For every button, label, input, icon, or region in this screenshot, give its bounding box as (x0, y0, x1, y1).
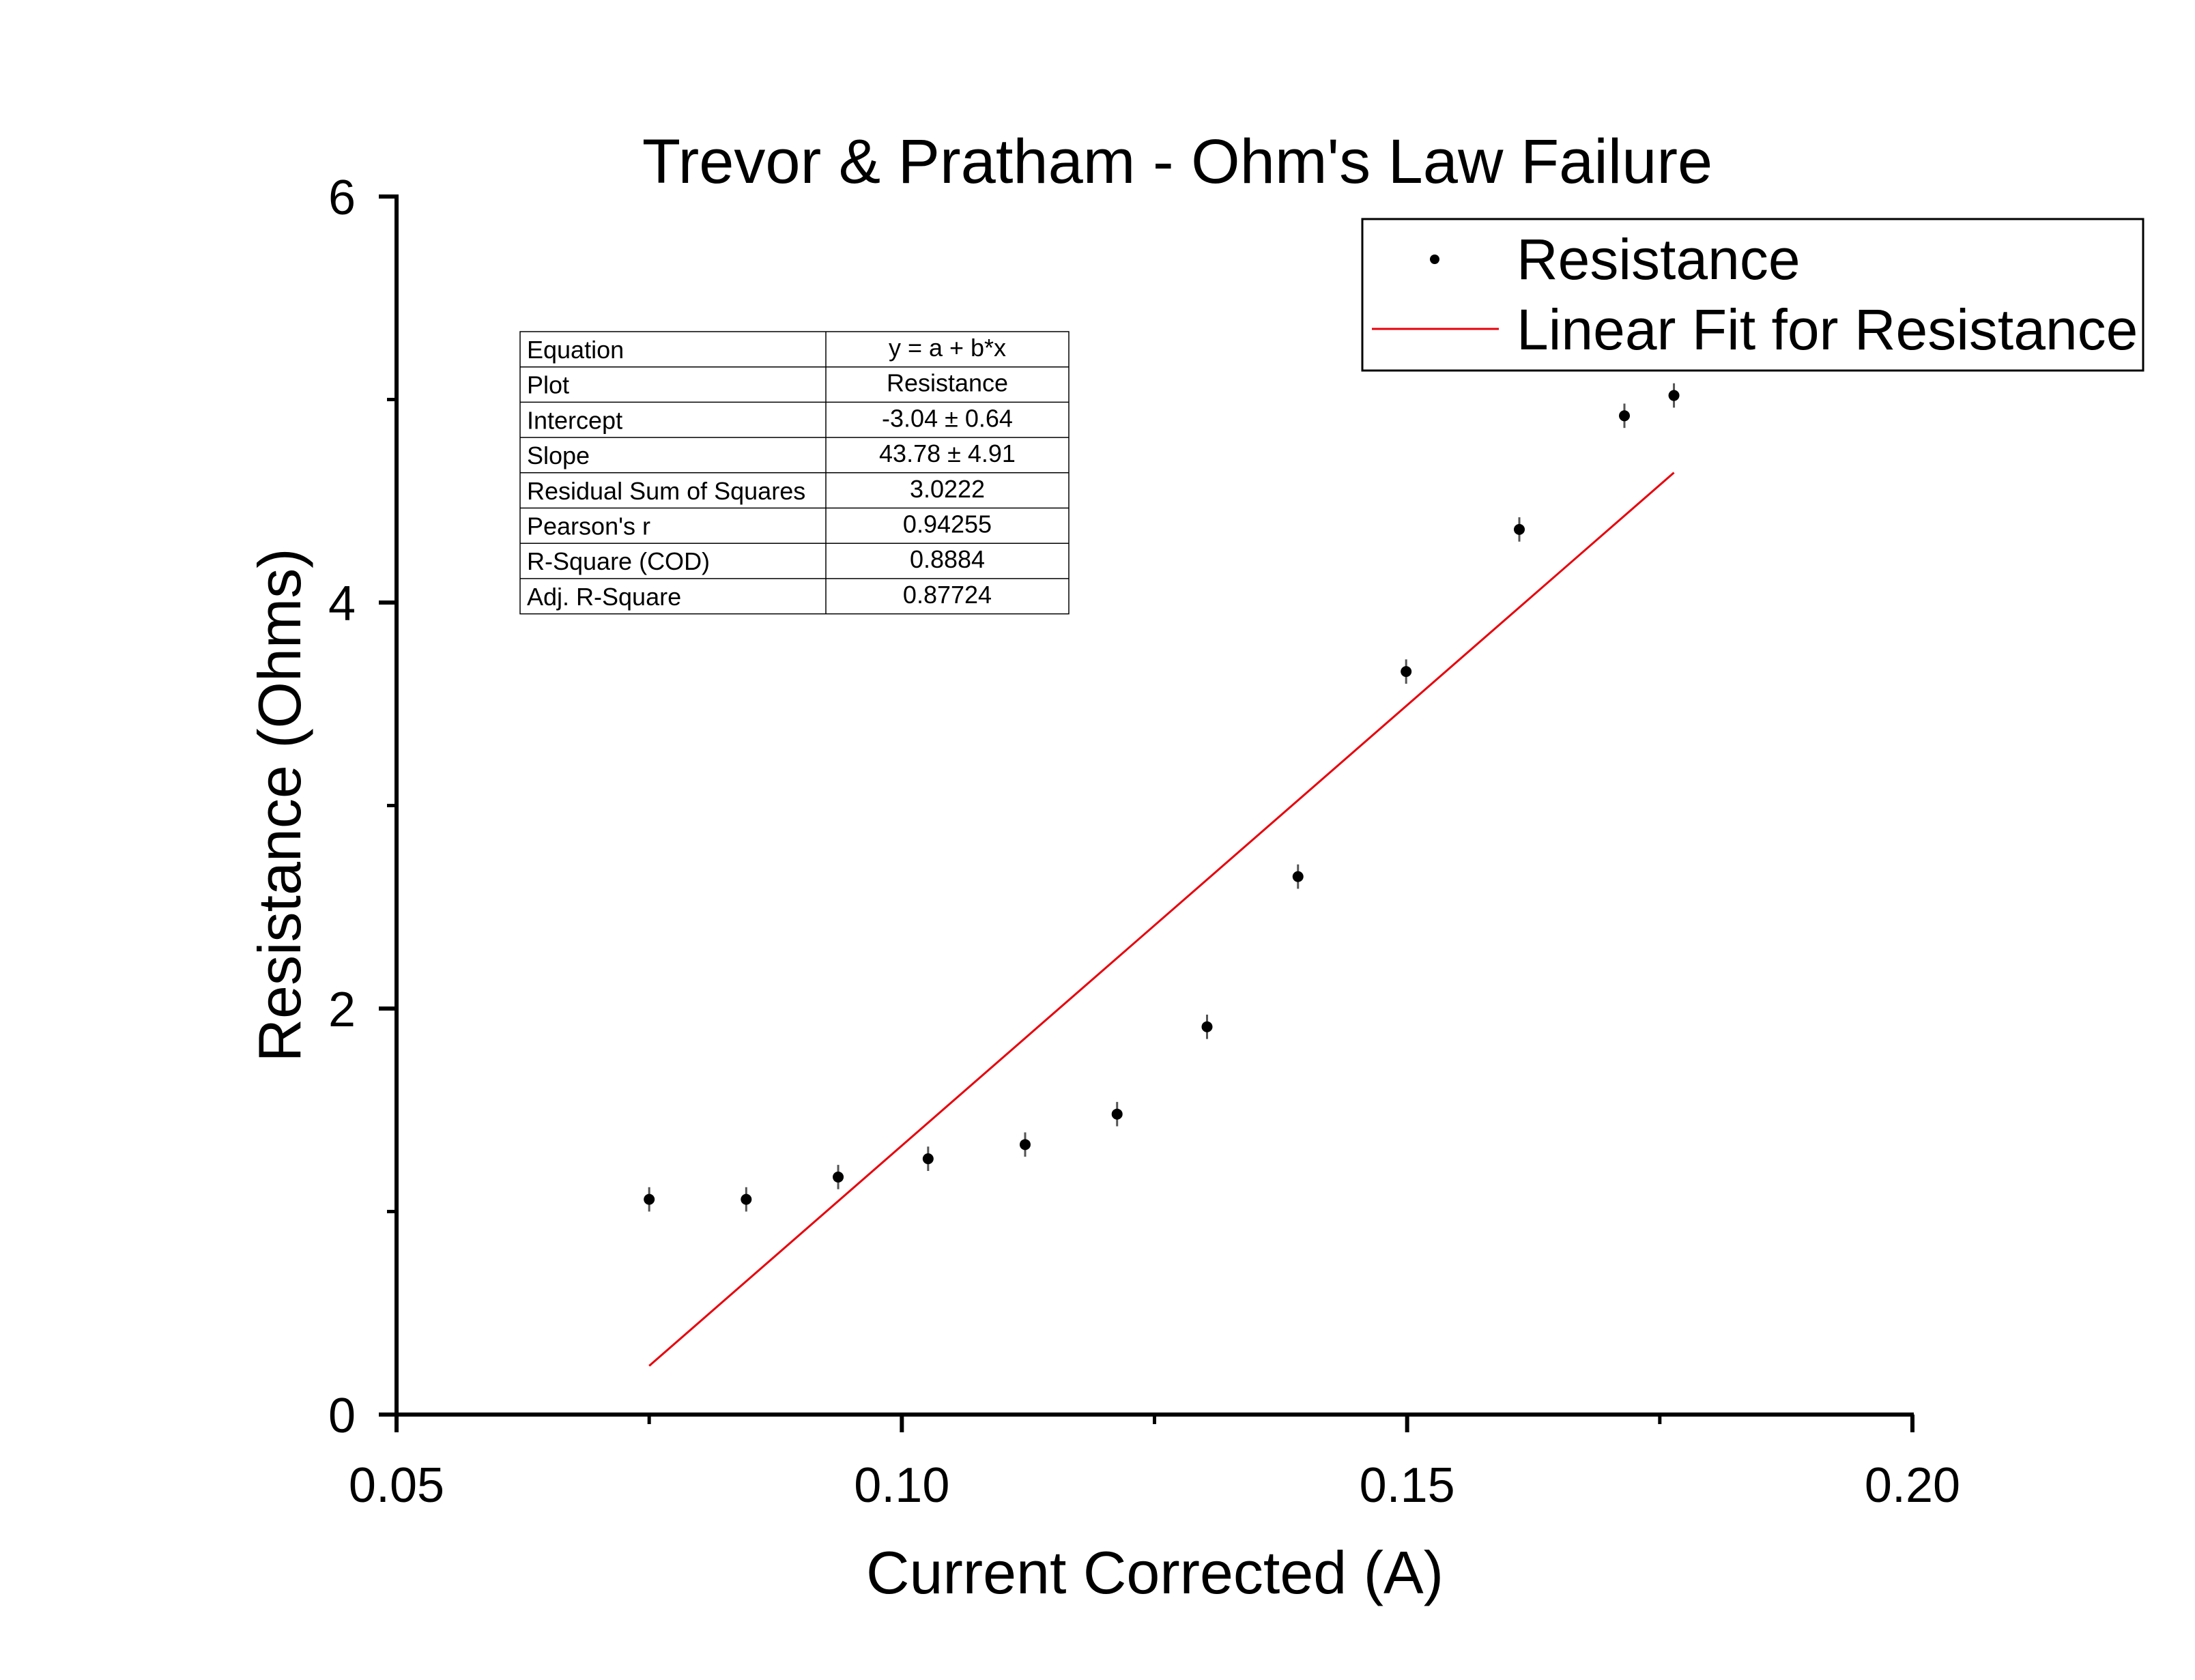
data-marker (1111, 1108, 1123, 1120)
data-point (922, 1146, 934, 1171)
data-marker (1201, 1021, 1213, 1032)
data-marker (1514, 523, 1525, 535)
fit-table-value: 0.8884 (910, 545, 985, 573)
data-marker (833, 1171, 844, 1183)
data-point (1619, 403, 1631, 429)
fit-table-value: 43.78 ± 4.91 (879, 439, 1016, 467)
data-point (833, 1165, 844, 1189)
data-marker (644, 1193, 655, 1205)
data-marker (1019, 1139, 1031, 1150)
data-marker (922, 1153, 934, 1165)
fit-line-group (648, 472, 1675, 1367)
legend: Resistance Linear Fit for Resistance (1361, 218, 2144, 372)
data-point (644, 1187, 655, 1212)
fit-table-value: y = a + b*x (889, 334, 1006, 362)
y-ticks: 0 2 4 6 (328, 171, 397, 1443)
data-point (1401, 659, 1412, 684)
x-tick-label: 0.20 (1865, 1458, 1960, 1513)
legend-label-fit: Linear Fit for Resistance (1517, 298, 2138, 362)
x-tick-label: 0.05 (349, 1458, 444, 1513)
data-point (1019, 1132, 1031, 1157)
data-point (1201, 1014, 1213, 1039)
data-marker (1668, 390, 1680, 401)
legend-marker-resistance (1430, 255, 1439, 264)
fit-table-value: 0.94255 (903, 510, 992, 538)
y-tick-label: 0 (328, 1389, 356, 1443)
data-point (1668, 383, 1680, 408)
x-ticks: 0.05 0.10 0.15 0.20 (349, 1415, 1960, 1513)
y-axis-label: Resistance (Ohms) (246, 548, 313, 1062)
fit-table-value: Resistance (887, 369, 1008, 397)
fit-table-key: Residual Sum of Squares (527, 477, 805, 505)
fit-table-value: -3.04 ± 0.64 (882, 404, 1013, 432)
data-marker (1401, 666, 1412, 678)
points-group (644, 383, 1680, 1212)
fit-table-key: Adj. R-Square (527, 583, 681, 611)
fit-table-key: R-Square (COD) (527, 547, 710, 575)
y-tick-label: 4 (328, 577, 356, 631)
legend-box (1361, 218, 2144, 372)
data-marker (741, 1193, 752, 1205)
data-point (1111, 1101, 1123, 1127)
fit-table-key: Plot (527, 371, 569, 399)
data-marker (1619, 410, 1631, 422)
fit-line (648, 472, 1675, 1367)
fit-table-value: 3.0222 (910, 475, 985, 503)
legend-label-resistance: Resistance (1517, 227, 1801, 291)
data-marker (1292, 871, 1304, 882)
fit-table-key: Pearson's r (527, 512, 650, 540)
fit-table-value: 0.87724 (903, 581, 992, 609)
fit-table-key: Slope (527, 441, 590, 469)
fit-table-key: Intercept (527, 406, 622, 434)
y-tick-label: 6 (328, 171, 356, 225)
y-tick-label: 2 (328, 983, 356, 1037)
x-tick-label: 0.10 (854, 1458, 949, 1513)
fit-table: Equation y = a + b*x Plot Resistance Interce… (519, 331, 1070, 615)
x-axis-label: Current Corrected (A) (866, 1539, 1444, 1606)
fit-table-key: Equation (527, 336, 624, 364)
data-point (1292, 864, 1304, 889)
data-point (741, 1187, 752, 1212)
x-tick-label: 0.15 (1360, 1458, 1455, 1513)
chart-title: Trevor & Pratham - Ohm's Law Failure (642, 127, 1712, 197)
data-point (1514, 517, 1525, 542)
